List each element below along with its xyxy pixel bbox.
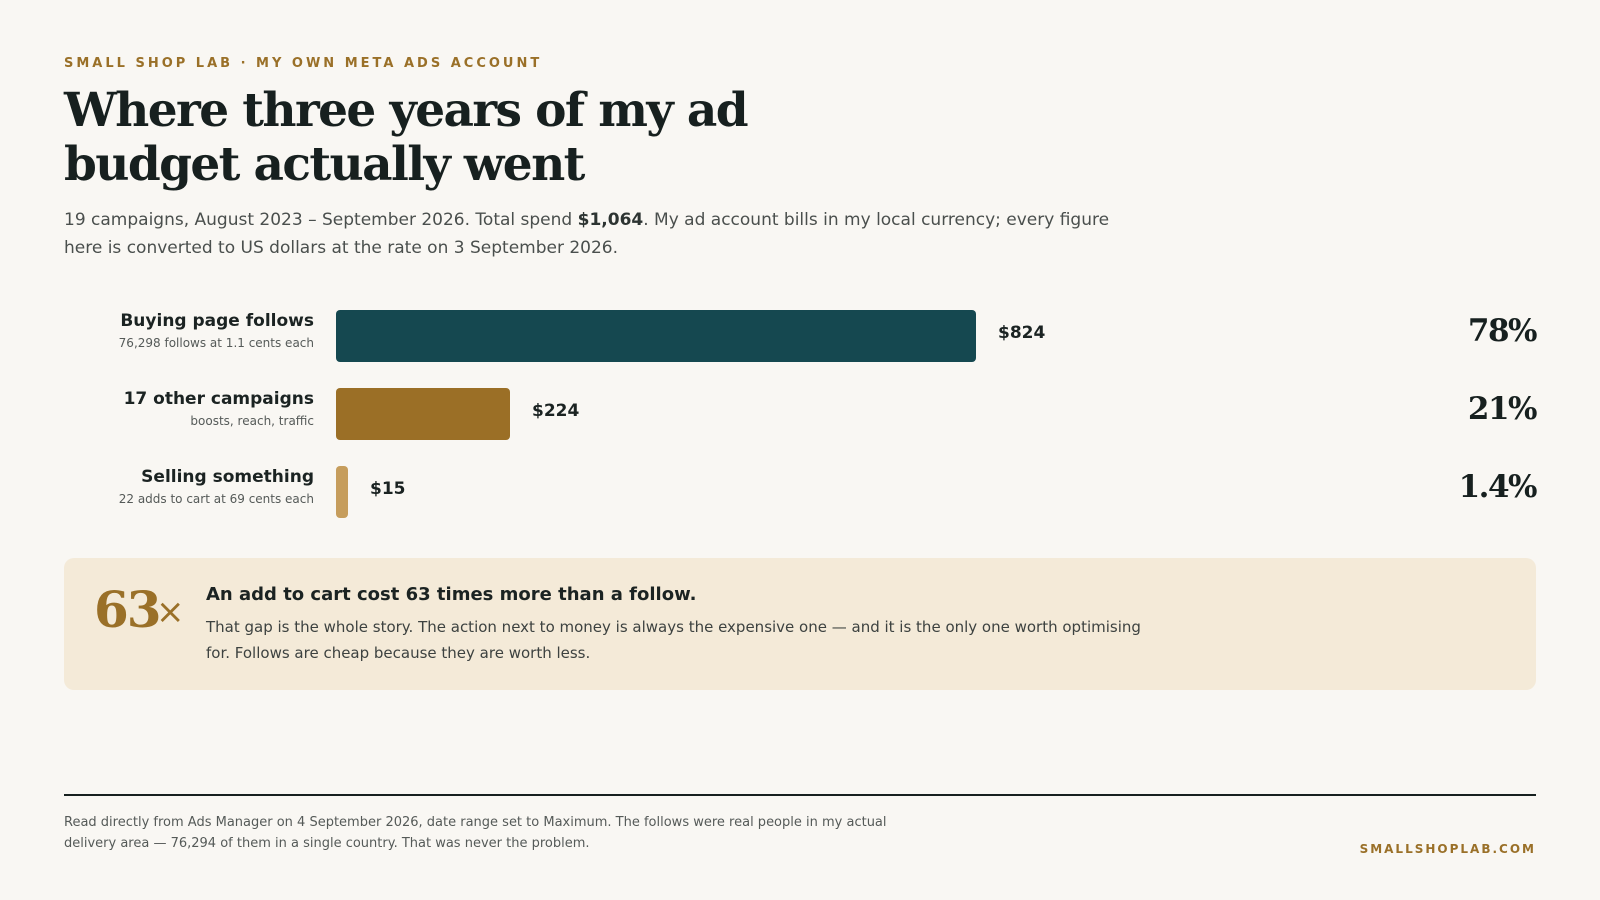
category-label-group: Selling something 22 adds to cart at 69 c… [64, 464, 314, 507]
category-note: 22 adds to cart at 69 cents each [118, 492, 314, 506]
share-label: 21% [1467, 391, 1538, 427]
category-label: 17 other campaigns [123, 389, 314, 409]
bar-value-label: $224 [532, 401, 580, 421]
callout-box: 63 × An add to cart cost 63 times more t… [64, 558, 1536, 690]
site-link[interactable]: SMALLSHOPLAB.COM [1359, 842, 1536, 856]
bar-value-label: $15 [370, 479, 406, 499]
bar-value-label: $824 [998, 323, 1046, 343]
callout-headline: An add to cart cost 63 times more than a… [206, 584, 697, 605]
category-note: 76,298 follows at 1.1 cents each [118, 336, 314, 350]
chart-row: Buying page follows 76,298 follows at 1.1… [64, 308, 1538, 368]
callout-multiplier-sign: × [156, 592, 185, 632]
category-label: Selling something [141, 467, 314, 487]
page: SMALL SHOP LAB · MY OWN META ADS ACCOUNT… [64, 0, 1538, 900]
footer-divider [64, 794, 1536, 796]
category-label-group: 17 other campaigns boosts, reach, traffic [64, 386, 314, 429]
share-label: 78% [1467, 313, 1538, 349]
subtitle: 19 campaigns, August 2023 – September 20… [64, 206, 1144, 262]
subtitle-total: $1,064 [577, 210, 644, 230]
eyebrow: SMALL SHOP LAB · MY OWN META ADS ACCOUNT [64, 56, 543, 71]
category-note: boosts, reach, traffic [190, 414, 314, 428]
page-title: Where three years of my ad budget actual… [64, 83, 749, 192]
bar [336, 388, 510, 440]
chart-row: Selling something 22 adds to cart at 69 c… [64, 464, 1538, 524]
chart-row: 17 other campaigns boosts, reach, traffic… [64, 386, 1538, 446]
footnote: Read directly from Ads Manager on 4 Sept… [64, 815, 887, 851]
bar [336, 310, 976, 362]
share-label: 1.4% [1458, 469, 1538, 505]
category-label: Buying page follows [120, 311, 314, 331]
callout-big-number: 63 [94, 580, 162, 639]
subtitle-post: . My ad account bills in my local curren… [64, 210, 1110, 258]
subtitle-pre: 19 campaigns, August 2023 – September 20… [64, 210, 578, 230]
category-label-group: Buying page follows 76,298 follows at 1.1… [64, 308, 314, 351]
callout-body: That gap is the whole story. The action … [206, 618, 1141, 662]
bar [336, 466, 348, 518]
